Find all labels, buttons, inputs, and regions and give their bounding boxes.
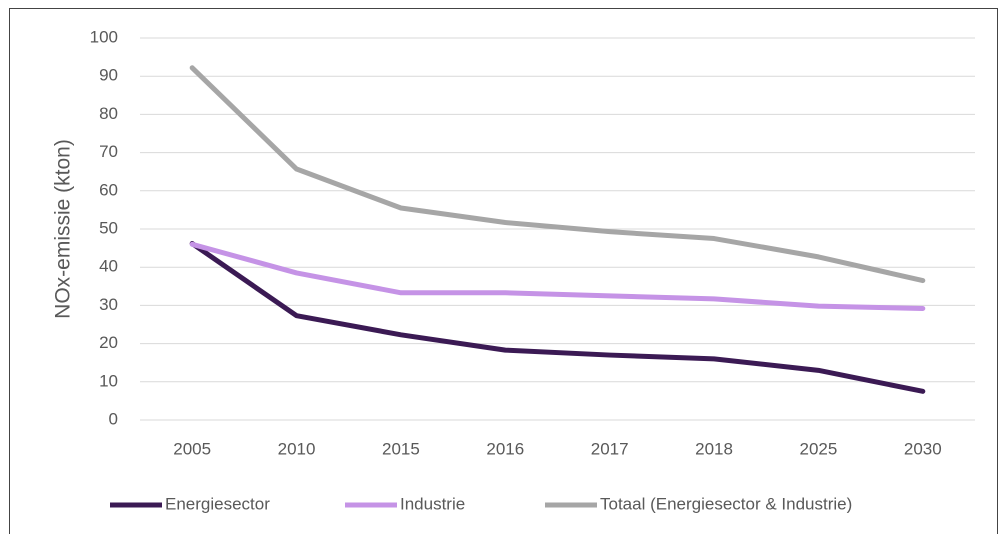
x-tick-label: 2016 [486,439,524,458]
y-tick-label: 80 [99,104,118,123]
legend-label: Totaal (Energiesector & Industrie) [600,494,852,513]
x-tick-label: 2015 [382,439,420,458]
y-tick-label: 50 [99,218,118,237]
y-tick-label: 10 [99,371,118,390]
x-tick-label: 2030 [904,439,942,458]
x-tick-label: 2017 [591,439,629,458]
legend-label: Energiesector [165,494,270,513]
y-tick-label: 0 [109,409,118,428]
series-line [189,241,926,394]
y-tick-label: 40 [99,257,118,276]
y-tick-label: 20 [99,333,118,352]
series-line [189,65,926,284]
y-tick-label: 90 [99,66,118,85]
x-tick-label: 2018 [695,439,733,458]
y-tick-label: 30 [99,295,118,314]
series-line [189,241,926,311]
y-tick-label: 70 [99,142,118,161]
x-tick-label: 2005 [173,439,211,458]
legend-label: Industrie [400,494,465,513]
y-tick-label: 100 [90,27,118,46]
y-axis-label: NOx-emissie (kton) [52,139,75,319]
x-tick-label: 2010 [278,439,316,458]
x-tick-label: 2025 [800,439,838,458]
y-tick-label: 60 [99,180,118,199]
